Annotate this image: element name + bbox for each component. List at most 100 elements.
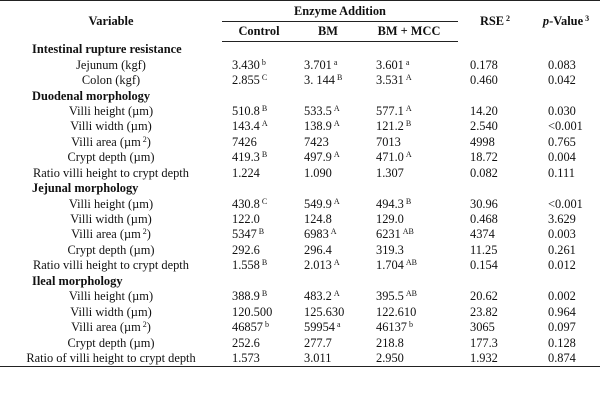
table-row: Villi height (µm) 430.8 C 549.9 A 494.3 B 30.96… [0,196,600,211]
bm-value: 497.9 A [304,150,340,165]
section-title: Duodenal morphology [32,88,151,103]
bm-mcc-value: 319.3 [376,242,404,257]
table-row: Crypt depth (µm) 419.3 B 497.9 A 471.0 A 18.72 0… [0,150,600,165]
bm-mcc-value: 471.0 A [376,150,412,165]
control-value: 388.9 B [232,289,268,304]
table-row: Ratio villi height to crypt depth 1.224 1.… [0,166,600,181]
bm-value: 3. 144 B [304,73,343,88]
p-value: 0.111 [548,165,575,180]
bm-value: 1.090 [304,165,332,180]
table-row: Crypt depth (µm) 252.6 277.7 218.8 177.3 0.12… [0,335,600,350]
rse-value: 0.460 [470,73,498,88]
p-value: 0.030 [548,103,576,118]
p-value: <0.001 [548,119,583,134]
table-row: Villi area (µm 2) 46857 b 59954 a 46137 b 3065 0.… [0,320,600,335]
row-label: Villi height (µm) [68,196,154,211]
row-label: Villi height (µm) [68,103,154,118]
bm-mcc-value: 46137 b [376,320,413,335]
table-body: Intestinal rupture resistance Jejunum (kg… [0,42,600,368]
rse-value: 18.72 [470,150,498,165]
bm-mcc-value: 121.2 B [376,119,412,134]
control-value: 5347 B [232,227,265,242]
header-row-sub: Control BM BM + MCC [0,21,600,42]
table-row: Jejunum (kgf) 3.430 b 3.701 a 3.601 a 0.178 0.08… [0,57,600,72]
table-row: Ratio of villi height to crypt depth 1.57… [0,350,600,368]
row-label: Villi area (µm 2) [71,134,151,149]
bm-value: 277.7 [304,335,332,350]
bm-value: 125.630 [304,304,345,319]
rse-value: 1.932 [458,350,532,368]
control-value: 7426 [232,134,257,149]
results-table: Variable Enzyme Addition RSE 2 p-Value 3 C… [0,0,600,368]
section-header-row: Jejunal morphology [0,181,600,196]
header-row-top: Variable Enzyme Addition RSE 2 p-Value 3 [0,0,600,28]
section-title: Jejunal morphology [32,181,139,196]
rse-value: 4998 [470,134,495,149]
section-header-row: Ileal morphology [0,274,600,289]
bm-value: 483.2 A [304,289,340,304]
control-value: 252.6 [232,335,260,350]
bm-mcc-value: 218.8 [376,335,404,350]
table-row: Ratio villi height to crypt depth 1.558 B 2… [0,258,600,273]
row-label: Colon (kgf) [81,73,141,88]
row-label: Villi area (µm 2) [71,227,151,242]
bm-mcc-value: 395.5 AB [376,289,418,304]
p-value: 0.003 [548,227,576,242]
p-value: 0.004 [548,150,576,165]
row-label: Jejunum (kgf) [76,57,146,72]
control-value: 122.0 [232,212,260,227]
table-row: Villi width (µm) 143.4 A 138.9 A 121.2 B 2.540 <… [0,119,600,134]
bm-value: 59954 a [304,320,341,335]
header-bm-mcc: BM + MCC [360,21,458,42]
header-enzyme-addition: Enzyme Addition [222,0,458,22]
rse-value: 0.178 [470,57,498,72]
control-value: 46857 b [232,320,269,335]
table-row: Villi height (µm) 510.8 B 533.5 A 577.1 A 14.20… [0,104,600,119]
p-value: 0.261 [548,242,576,257]
bm-value: 2.013 A [304,258,340,273]
p-value: 0.097 [548,320,576,335]
control-value: 1.558 B [232,258,268,273]
row-label: Villi width (µm) [70,119,152,134]
rse-value: 0.468 [470,212,498,227]
row-label: Crypt depth (µm) [67,335,155,350]
row-label: Villi area (µm 2) [71,320,151,335]
bm-mcc-value: 577.1 A [376,103,412,118]
table-row: Villi area (µm 2) 5347 B 6983 A 6231 AB 4374 0.00… [0,227,600,242]
header-variable: Variable [88,13,134,28]
rse-value: 23.82 [470,304,498,319]
row-label: Ratio villi height to crypt depth [33,165,189,180]
row-label: Ratio villi height to crypt depth [33,258,189,273]
bm-mcc-value: 1.704 AB [376,258,418,273]
section-title: Ileal morphology [32,273,123,288]
row-label: Villi height (µm) [68,289,154,304]
section-header-row: Duodenal morphology [0,88,600,103]
p-value: 3.629 [548,212,576,227]
rse-value: 11.25 [470,242,498,257]
bm-value: 533.5 A [304,103,340,118]
bm-mcc-value: 1.307 [376,165,404,180]
table-row: Villi width (µm) 120.500 125.630 122.610 23.… [0,304,600,319]
header-p-value: p-Value 3 [542,13,590,28]
rse-value: 4374 [470,227,495,242]
table-row: Villi height (µm) 388.9 B 483.2 A 395.5 AB 20.6… [0,289,600,304]
row-label: Ratio of villi height to crypt depth [0,350,222,368]
row-label: Crypt depth (µm) [67,242,155,257]
bm-mcc-value: 2.950 [360,350,458,368]
control-value: 1.573 [222,350,296,368]
p-value: 0.083 [548,57,576,72]
bm-value: 6983 A [304,227,337,242]
table-row: Villi width (µm) 122.0 124.8 129.0 0.468 3.62… [0,212,600,227]
row-label: Villi width (µm) [70,212,152,227]
rse-value: 14.20 [470,103,498,118]
rse-value: 2.540 [470,119,498,134]
control-value: 419.3 B [232,150,268,165]
control-value: 120.500 [232,304,273,319]
control-value: 292.6 [232,242,260,257]
bm-value: 7423 [304,134,329,149]
p-value: 0.012 [548,258,576,273]
rse-value: 0.082 [470,165,498,180]
table-row: Crypt depth (µm) 292.6 296.4 319.3 11.25 0.26… [0,243,600,258]
bm-value: 549.9 A [304,196,340,211]
bm-mcc-value: 122.610 [376,304,417,319]
